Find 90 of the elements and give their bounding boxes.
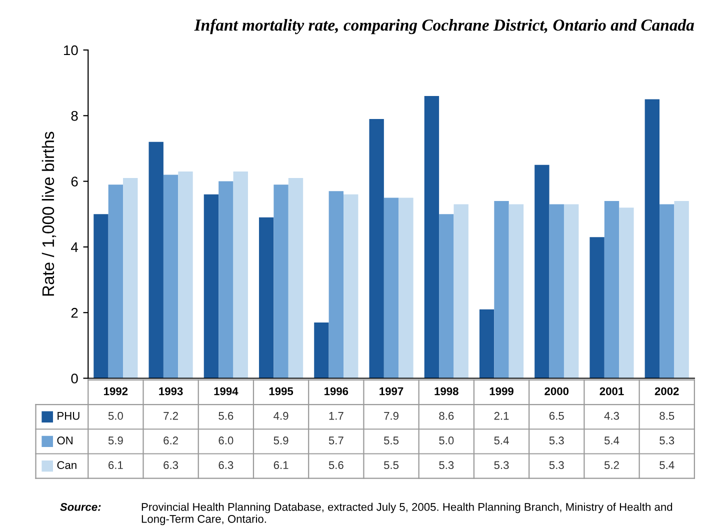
bar: [384, 198, 399, 378]
source-note: Source:: [60, 503, 101, 511]
data-label: 5.7: [328, 436, 344, 444]
bar: [94, 214, 108, 378]
bar: [274, 184, 288, 378]
data-label: 5.3: [660, 436, 674, 444]
legend-label: PHU: [58, 412, 80, 420]
data-label: 5.5: [384, 436, 399, 444]
x-tick-label: 1992: [104, 387, 128, 396]
chart-title: Infant mortality rate, comparing Cochrane District, Ontario and Canada: [194, 18, 694, 34]
bar: [258, 217, 274, 378]
legend-label: Can: [57, 461, 76, 470]
y-tick-label: 4: [71, 242, 78, 252]
y-tick-label: 2: [71, 308, 78, 318]
data-label: 7.9: [384, 412, 398, 420]
data-label: 6.3: [164, 461, 178, 470]
bar: [590, 237, 604, 378]
text: Provincial Health Planning Database, extracted July 5, 2005. Health Planning Branch, Ministry of Health and Long-Term Care, Ontario.: [142, 502, 672, 526]
data-label: 6.3: [218, 461, 234, 470]
data-label: 5.4: [660, 461, 674, 470]
data-label: 5.0: [439, 436, 454, 444]
y-tick-label: 6: [71, 176, 78, 186]
data-label: 4.9: [274, 412, 288, 420]
x-tick-label: 2002: [654, 387, 679, 396]
bar: [233, 171, 248, 378]
bar: [314, 322, 329, 378]
data-label: 6.1: [108, 461, 123, 470]
bar: [439, 214, 454, 378]
bar: [108, 184, 124, 378]
bar: [123, 178, 138, 378]
x-tick-label: 1996: [324, 387, 348, 396]
data-label: 5.4: [604, 436, 620, 444]
bar: [549, 204, 564, 378]
data-label: 6.0: [218, 436, 234, 444]
y-tick-label: 8: [71, 110, 78, 121]
x-tick-label: 2000: [544, 387, 569, 396]
bar: [344, 194, 358, 378]
data-label: 8.5: [660, 412, 674, 420]
bar: [619, 208, 634, 378]
bar: [604, 201, 620, 378]
x-tick-label: 1994: [214, 387, 238, 396]
bar: [148, 142, 164, 378]
legend-label: ON: [57, 436, 72, 444]
data-label: 5.2: [604, 461, 619, 470]
bar: [534, 164, 550, 378]
data-label: 2.1: [494, 412, 509, 420]
bar: [288, 178, 304, 378]
y-tick-label: 10: [64, 45, 78, 56]
bar: [218, 181, 234, 378]
data-label: 5.3: [439, 461, 454, 470]
x-tick-label: 1993: [159, 387, 183, 396]
x-tick-label: 1997: [380, 387, 404, 396]
data-label: 6.5: [549, 412, 564, 420]
data-label: 5.3: [494, 461, 509, 470]
bar: [369, 118, 384, 378]
bar: [674, 201, 689, 378]
data-label: 5.9: [108, 436, 123, 444]
data-label: 5.3: [549, 461, 564, 470]
bar: [163, 174, 178, 378]
data-label: 6.2: [164, 436, 178, 444]
bar: [204, 194, 219, 378]
bar: [564, 204, 579, 378]
data-label: 7.2: [164, 412, 178, 420]
bar: [644, 99, 660, 378]
data-label: 5.6: [218, 412, 234, 420]
x-tick-label: 1998: [434, 387, 458, 396]
bar: [494, 201, 509, 378]
bar: [479, 309, 494, 378]
y-tick-label: 0: [71, 374, 78, 384]
bar: [424, 96, 440, 378]
data-label: 6.1: [274, 461, 288, 470]
data-label: 8.6: [439, 412, 454, 420]
x-tick-label: 1999: [490, 387, 514, 396]
bar: [454, 204, 468, 378]
bar: [508, 204, 524, 378]
data-label: 4.3: [604, 412, 619, 420]
x-tick-label: 2001: [600, 387, 624, 396]
bar: [328, 191, 344, 378]
data-label: 5.4: [494, 436, 509, 444]
y-axis-title: Rate / 1,000 live births: [42, 132, 56, 296]
data-label: 5.0: [108, 412, 123, 420]
data-label: 5.9: [274, 436, 288, 444]
data-label: 5.6: [328, 461, 344, 470]
data-label: 1.7: [329, 412, 344, 420]
bar: [178, 171, 193, 378]
bar: [660, 204, 674, 378]
x-tick-label: 1995: [269, 387, 294, 396]
data-label: 5.5: [384, 461, 399, 470]
data-label: 5.3: [549, 436, 564, 444]
bar: [398, 198, 414, 378]
